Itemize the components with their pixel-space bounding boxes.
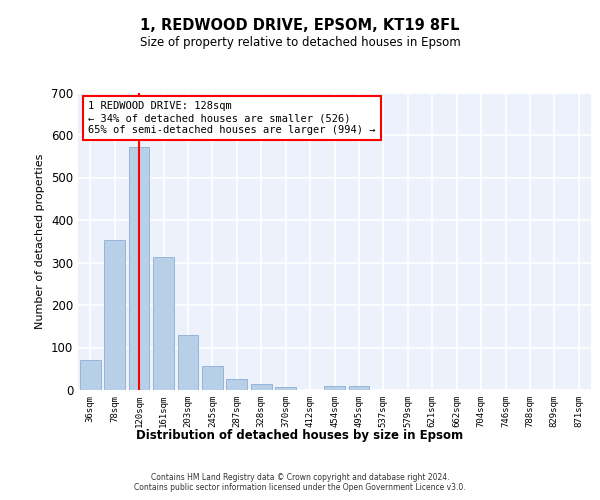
Text: Contains HM Land Registry data © Crown copyright and database right 2024.
Contai: Contains HM Land Registry data © Crown c… <box>134 473 466 492</box>
Bar <box>178 335 199 390</box>
Bar <box>153 256 174 390</box>
Text: Size of property relative to detached houses in Epsom: Size of property relative to detached ho… <box>140 36 460 49</box>
Bar <box>324 386 345 390</box>
Bar <box>80 360 101 390</box>
Bar <box>202 366 223 390</box>
Text: 1 REDWOOD DRIVE: 128sqm
← 34% of detached houses are smaller (526)
65% of semi-d: 1 REDWOOD DRIVE: 128sqm ← 34% of detache… <box>88 102 376 134</box>
Text: 1, REDWOOD DRIVE, EPSOM, KT19 8FL: 1, REDWOOD DRIVE, EPSOM, KT19 8FL <box>140 18 460 32</box>
Bar <box>104 240 125 390</box>
Y-axis label: Number of detached properties: Number of detached properties <box>35 154 46 329</box>
Text: Distribution of detached houses by size in Epsom: Distribution of detached houses by size … <box>136 430 464 442</box>
Bar <box>275 386 296 390</box>
Bar <box>349 386 370 390</box>
Bar <box>226 380 247 390</box>
Bar <box>128 148 149 390</box>
Bar <box>251 384 272 390</box>
